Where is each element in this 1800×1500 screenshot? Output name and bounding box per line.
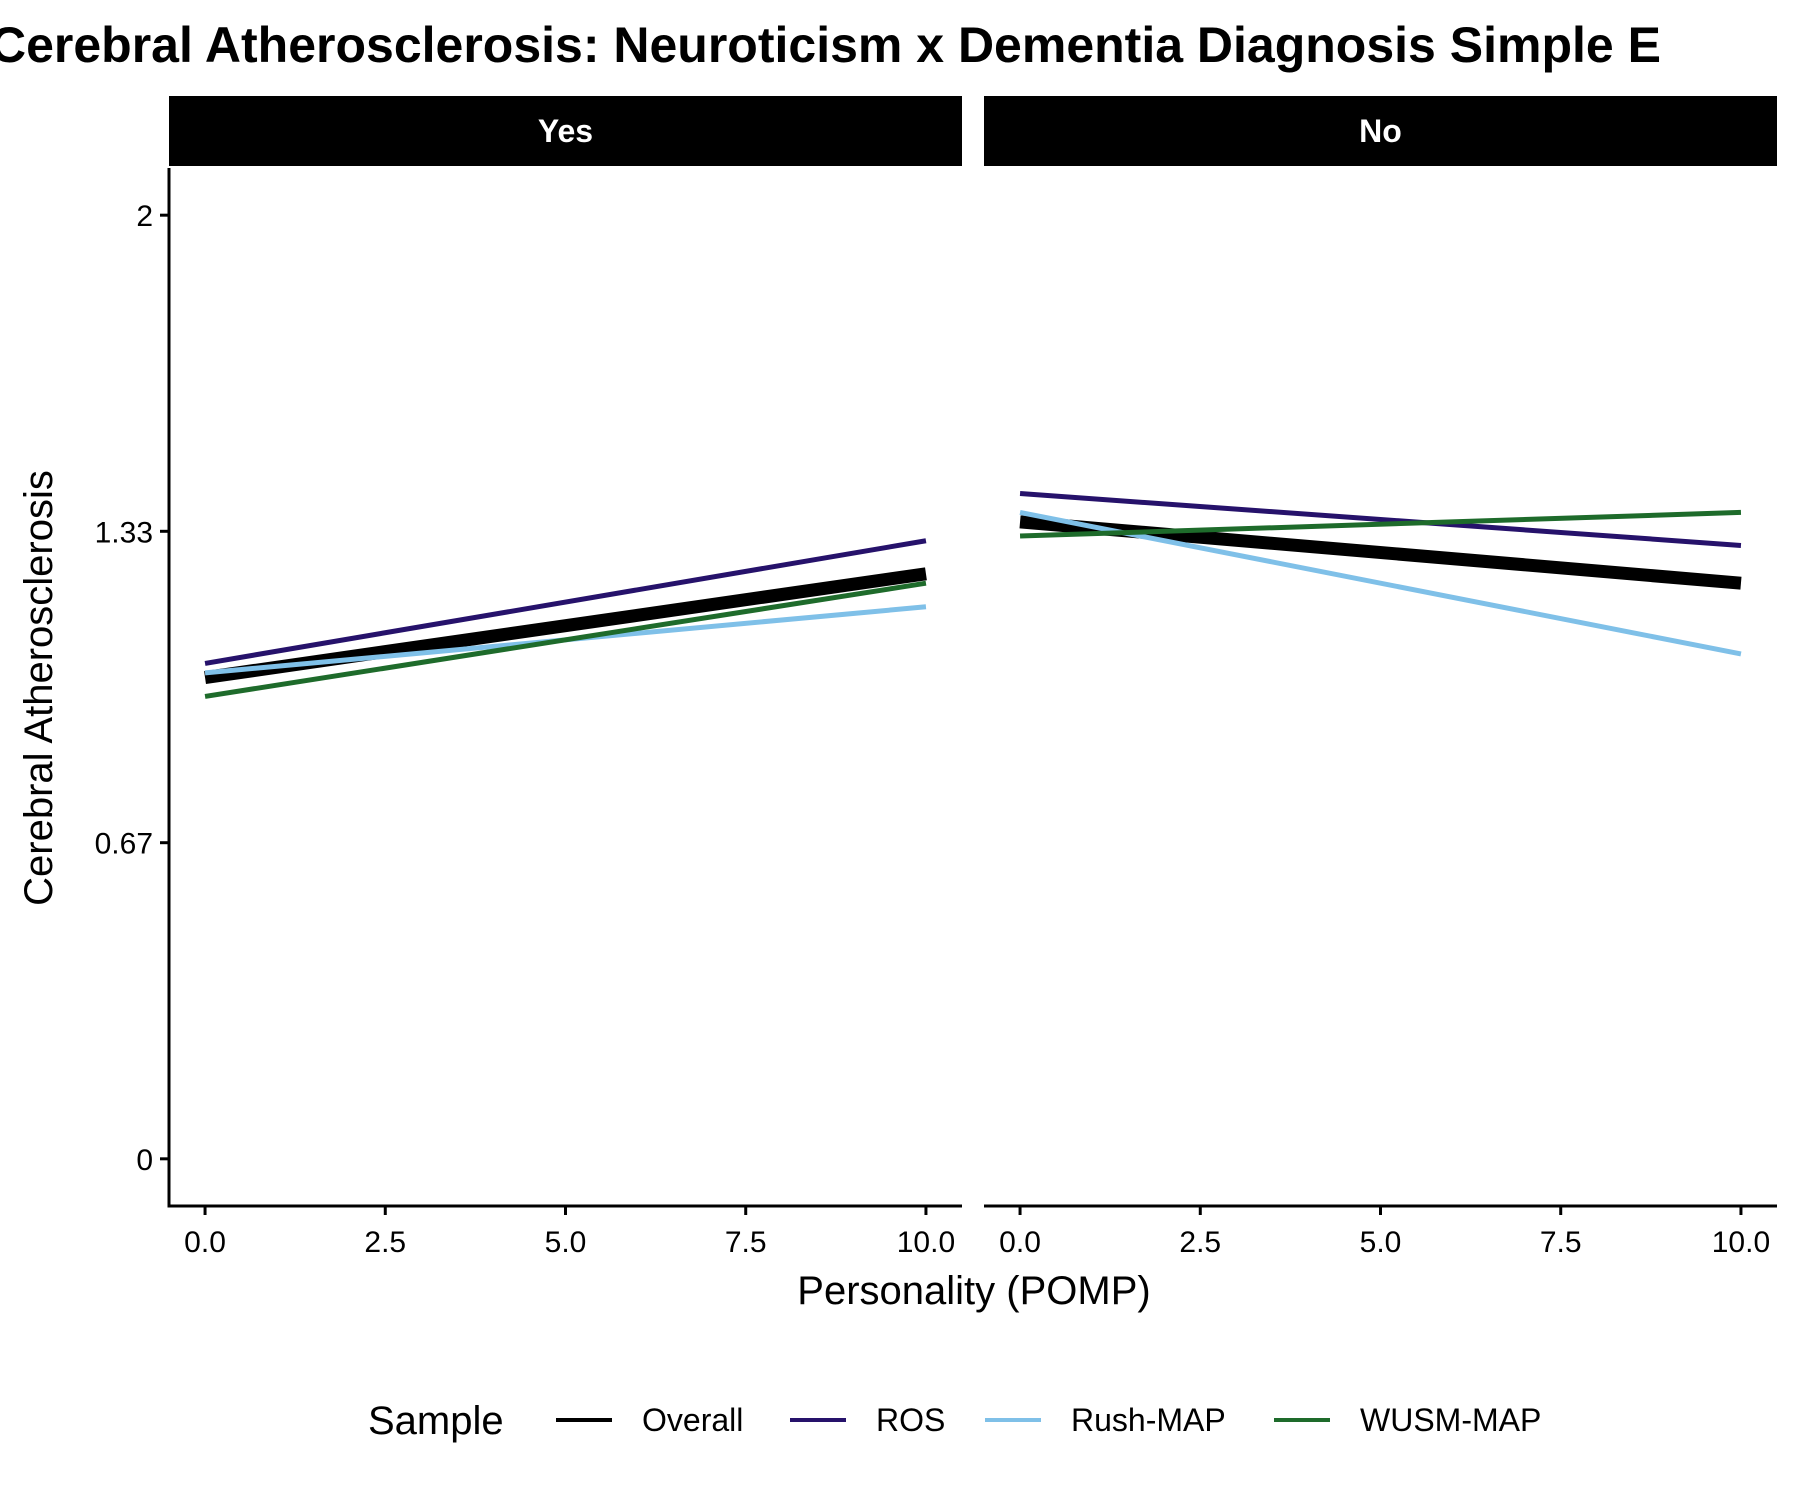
legend-label-rush-map: Rush-MAP bbox=[1071, 1402, 1226, 1438]
series-line-rush-map bbox=[1019, 509, 1742, 657]
x-tick-label: 0.0 bbox=[184, 1226, 226, 1259]
x-tick-label: 0.0 bbox=[999, 1226, 1041, 1259]
panel-no: No 0.0 2.5 5.0 7.5 10.0 bbox=[984, 96, 1777, 1259]
y-tick-label: 1.33 bbox=[95, 516, 153, 549]
facet-strip bbox=[169, 96, 962, 166]
panel-yes: Yes 0 0.67 1.33 2 0.0 2.5 5.0 7.5 10.0 bbox=[95, 96, 962, 1259]
series-line-wusm-map bbox=[1019, 509, 1742, 539]
x-axis-title: Personality (POMP) bbox=[797, 1269, 1150, 1313]
y-tick-label: 0.67 bbox=[95, 828, 153, 861]
legend-label-ros: ROS bbox=[876, 1402, 945, 1438]
x-tick-label: 7.5 bbox=[1540, 1226, 1582, 1259]
x-tick-label: 2.5 bbox=[1179, 1226, 1221, 1259]
legend-title: Sample bbox=[368, 1399, 504, 1443]
series-line-ros bbox=[1019, 491, 1742, 548]
chart-title: Cerebral Atherosclerosis: Neuroticism x … bbox=[0, 17, 1661, 73]
series-line-ros bbox=[204, 538, 927, 666]
x-tick-label: 2.5 bbox=[364, 1226, 406, 1259]
facet-panels: Yes 0 0.67 1.33 2 0.0 2.5 5.0 7.5 10.0 No 0.0 2.5 5.0… bbox=[95, 96, 1777, 1259]
x-tick-label: 5.0 bbox=[545, 1226, 587, 1259]
x-tick-label: 10.0 bbox=[1712, 1226, 1770, 1259]
legend: Sample Overall ROS Rush-MAP WUSM-MAP bbox=[368, 1399, 1541, 1443]
facet-strip-label: No bbox=[1359, 113, 1402, 149]
x-tick-label: 10.0 bbox=[897, 1226, 955, 1259]
x-tick-label: 7.5 bbox=[725, 1226, 767, 1259]
y-axis-title: Cerebral Atherosclerosis bbox=[17, 470, 61, 906]
y-tick-label: 2 bbox=[136, 200, 153, 233]
facet-strip bbox=[984, 96, 1777, 166]
legend-label-overall: Overall bbox=[642, 1402, 743, 1438]
series-line-wusm-map bbox=[204, 580, 927, 699]
x-tick-label: 5.0 bbox=[1360, 1226, 1402, 1259]
facet-strip-label: Yes bbox=[538, 113, 593, 149]
legend-label-wusm-map: WUSM-MAP bbox=[1360, 1402, 1541, 1438]
y-tick-label: 0 bbox=[136, 1144, 153, 1177]
